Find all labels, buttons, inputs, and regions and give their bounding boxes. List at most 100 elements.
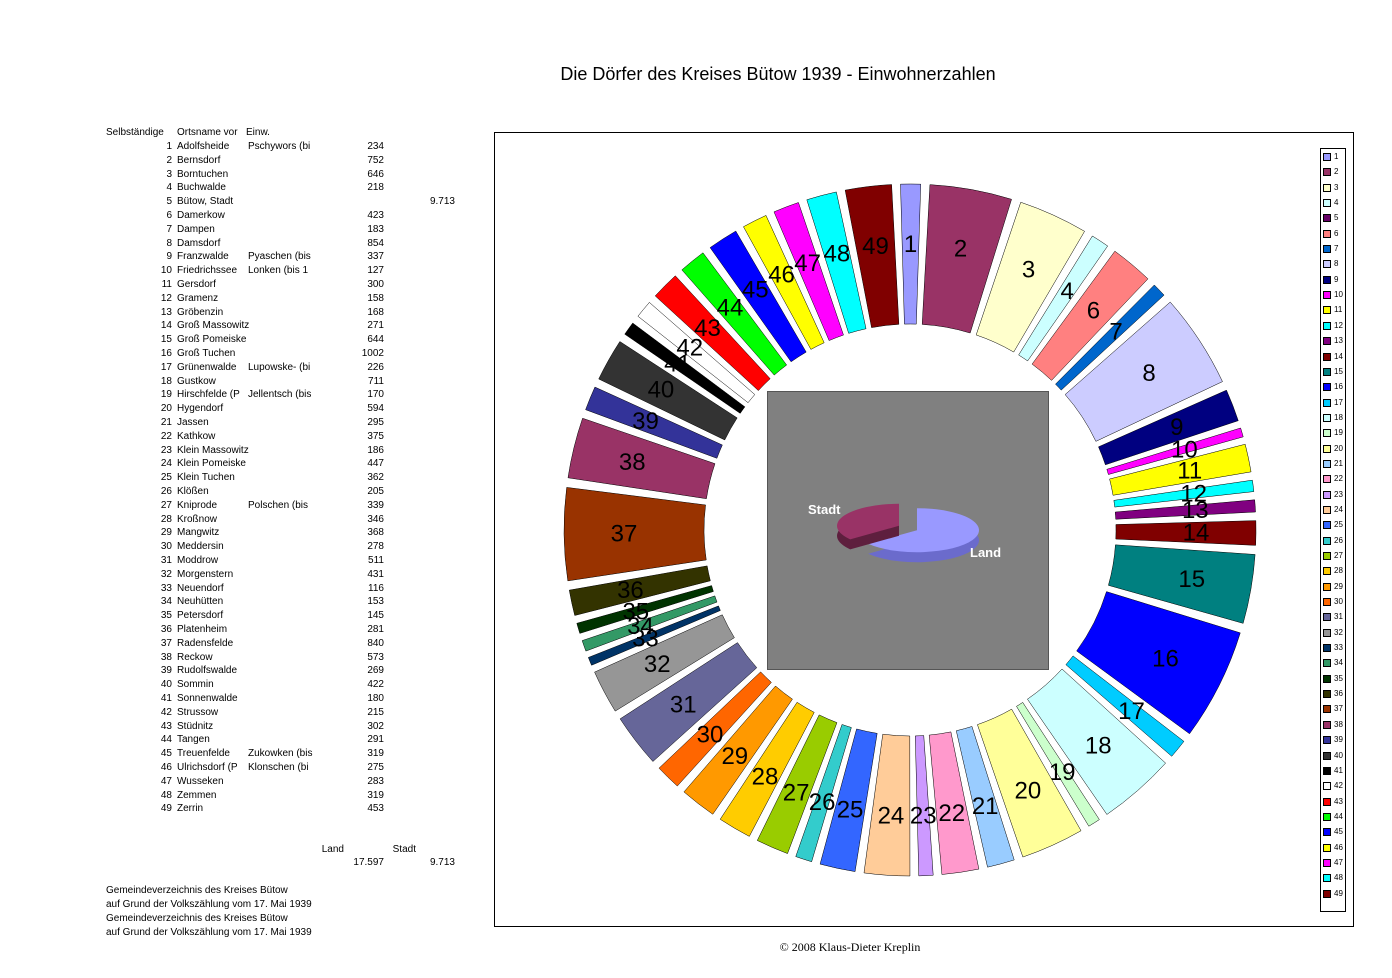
segment-label-32: 32: [644, 651, 671, 678]
legend-item: 29: [1323, 582, 1343, 594]
segment-label-37: 37: [611, 520, 638, 547]
row-einw-land: 854: [367, 238, 384, 249]
segment-label-47: 47: [794, 250, 821, 277]
row-name: Neuendorf: [177, 583, 224, 594]
legend-label: 4: [1334, 198, 1339, 207]
doughnut-segment-23: [915, 735, 934, 877]
legend-label: 30: [1334, 597, 1343, 606]
doughnut-segment-19: [1016, 702, 1100, 827]
row-einw-land: 511: [368, 555, 384, 566]
row-name: Klößen: [177, 486, 209, 497]
legend-item: 21: [1323, 459, 1343, 471]
legend-label: 9: [1334, 275, 1339, 284]
legend-swatch: [1323, 797, 1331, 806]
row-name: Franzwalde: [177, 251, 229, 262]
row-number: 30: [160, 541, 172, 552]
row-name: Zerrin: [177, 803, 204, 814]
doughnut-segment-37: [563, 487, 707, 582]
legend-item: 41: [1323, 766, 1343, 778]
legend-item: 34: [1323, 658, 1343, 670]
legend-swatch: [1323, 536, 1331, 545]
doughnut-segment-1: [900, 183, 921, 325]
doughnut-segment-38: [567, 417, 716, 499]
row-number: 32: [160, 569, 172, 580]
row-einw-land: 302: [367, 721, 384, 732]
legend-swatch: [1323, 444, 1331, 453]
row-name: Kroßnow: [177, 514, 218, 525]
legend-swatch: [1323, 336, 1331, 345]
legend-item: 35: [1323, 674, 1343, 686]
segment-label-20: 20: [1015, 778, 1042, 805]
segment-label-21: 21: [972, 793, 999, 820]
legend-label: 27: [1334, 551, 1343, 560]
row-name: Strussow: [177, 707, 219, 718]
doughnut-segment-14: [1115, 520, 1257, 546]
legend-swatch: [1323, 704, 1331, 713]
legend-swatch: [1323, 674, 1331, 683]
legend-label: 31: [1334, 612, 1343, 621]
segment-label-43: 43: [694, 315, 721, 342]
legend-label: 6: [1334, 229, 1339, 238]
total-land-label: Land: [321, 844, 344, 855]
legend-label: 32: [1334, 628, 1343, 637]
row-number: 38: [160, 652, 172, 663]
row-number: 35: [160, 610, 172, 621]
segment-label-4: 4: [1060, 278, 1073, 305]
row-number: 45: [160, 748, 172, 759]
doughnut-segment-43: [654, 275, 771, 391]
legend-item: 30: [1323, 597, 1343, 609]
row-number: 31: [160, 555, 172, 566]
row-name: Neuhütten: [177, 596, 224, 607]
legend-swatch: [1323, 428, 1331, 437]
segment-label-35: 35: [622, 598, 649, 625]
row-einw-land: 447: [367, 458, 384, 469]
row-einw-land: 337: [367, 251, 384, 262]
row-einw-land: 644: [367, 334, 384, 345]
legend-swatch: [1323, 474, 1331, 483]
legend-swatch: [1323, 643, 1331, 652]
legend-item: 28: [1323, 566, 1343, 578]
row-name: Klein Massowitz: [177, 445, 249, 456]
legend-label: 13: [1334, 336, 1343, 345]
segment-label-3: 3: [1022, 257, 1035, 284]
source-line: Gemeindeverzeichnis des Kreises Bütow: [106, 885, 288, 896]
legend-label: 25: [1334, 520, 1343, 529]
legend-swatch: [1323, 198, 1331, 207]
doughnut-segment-3: [975, 201, 1085, 353]
segment-label-24: 24: [878, 802, 905, 829]
row-number: 9: [166, 251, 172, 262]
row-number: 3: [166, 169, 172, 180]
doughnut-segment-28: [719, 701, 815, 837]
doughnut-segment-17: [1065, 655, 1185, 757]
doughnut-segment-39: [585, 386, 723, 459]
row-name: Adolfsheide: [177, 141, 230, 152]
row-number: 21: [160, 417, 172, 428]
row-name: Morgenstern: [177, 569, 234, 580]
row-name: Buchwalde: [177, 182, 226, 193]
row-number: 16: [160, 348, 172, 359]
segment-label-46: 46: [768, 261, 795, 288]
row-einw-land: 1002: [361, 348, 384, 359]
row-einw-land: 281: [367, 624, 384, 635]
row-einw-land: 215: [367, 707, 384, 718]
segment-label-28: 28: [752, 763, 779, 790]
legend-label: 29: [1334, 582, 1343, 591]
row-alt-name: Pyaschen (bis: [248, 251, 311, 262]
segment-label-2: 2: [954, 236, 967, 263]
legend-swatch: [1323, 321, 1331, 330]
doughnut-segment-12: [1113, 479, 1255, 508]
pie-label-land: Land: [970, 545, 1001, 560]
row-name: Gramenz: [177, 293, 219, 304]
row-number: 40: [160, 679, 172, 690]
segment-label-42: 42: [676, 335, 703, 362]
row-number: 11: [161, 279, 172, 290]
legend-swatch: [1323, 889, 1331, 898]
segment-label-30: 30: [697, 721, 724, 748]
source-line: auf Grund der Volkszählung vom 17. Mai 1…: [106, 927, 312, 938]
row-einw-land: 319: [367, 790, 384, 801]
row-number: 22: [160, 431, 172, 442]
doughnut-segment-4: [1018, 235, 1109, 362]
legend-label: 39: [1334, 735, 1343, 744]
row-number: 24: [160, 458, 172, 469]
legend-swatch: [1323, 597, 1331, 606]
